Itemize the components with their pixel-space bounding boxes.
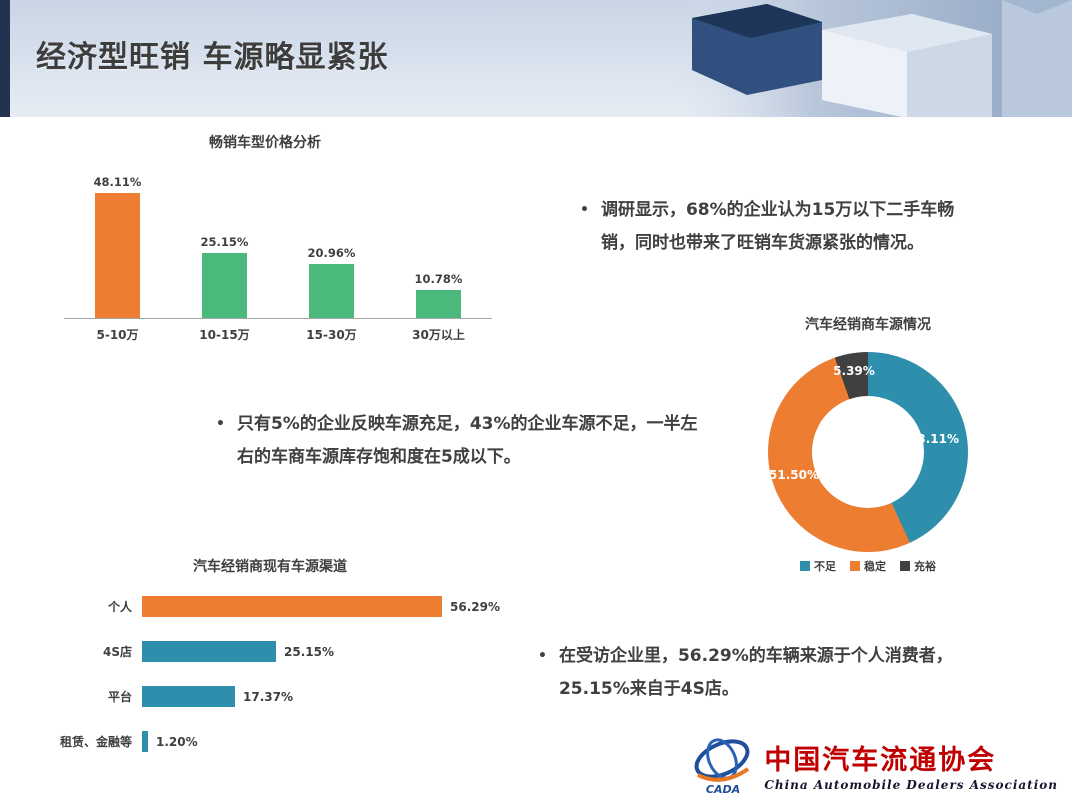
bar-value-label: 48.11%	[93, 175, 142, 189]
price-bar-group: 25.15%	[171, 166, 278, 318]
legend-item: 稳定	[850, 558, 886, 574]
price-bar-group: 10.78%	[385, 166, 492, 318]
page-title: 经济型旺销 车源略显紧张	[36, 40, 389, 75]
bar-value-label: 56.29%	[450, 599, 500, 614]
price-chart-title: 畅销车型价格分析	[209, 135, 321, 151]
cada-logo-icon: CADA	[694, 738, 750, 796]
bar	[142, 686, 235, 707]
bullet-channel-result: 在受访企业里，56.29%的车辆来源于个人消费者，25.15%来自于4S店。	[538, 640, 962, 706]
category-label: 个人	[107, 600, 132, 614]
donut-chart-title: 汽车经销商车源情况	[805, 317, 931, 333]
cada-logo: CADA 中国汽车流通协会 China Automobile Dealers A…	[688, 733, 1058, 797]
logo-name-en: China Automobile Dealers Association	[764, 778, 1058, 792]
bullet-inventory: 只有5%的企业反映车源充足，43%的企业车源不足，一半左右的车商车源库存饱和度在…	[216, 408, 702, 474]
slice-value-label: 51.50%	[769, 468, 819, 482]
dealer-source-donut: 43.11% 51.50% 5.39%	[768, 352, 968, 552]
bar	[95, 193, 140, 318]
bar	[309, 264, 354, 318]
bar-value-label: 25.15%	[200, 235, 249, 249]
category-label: 5-10万	[96, 328, 139, 342]
channel-chart: 个人 56.29% 4S店 25.15% 平台 17.37% 租赁、金融等 1.…	[8, 584, 556, 764]
legend-label: 稳定	[864, 560, 886, 573]
header-photo-boxes	[672, 0, 1072, 117]
bullet-text: 在受访企业里，56.29%的车辆来源于个人消费者，25.15%来自于4S店。	[558, 646, 953, 700]
channel-chart-title: 汽车经销商现有车源渠道	[193, 559, 347, 575]
legend-item: 不足	[800, 558, 836, 574]
channel-row: 租赁、金融等 1.20%	[8, 719, 556, 764]
bullet-text: 调研显示，68%的企业认为15万以下二手车畅销，同时也带来了旺销车货源紧张的情况…	[600, 200, 955, 254]
header-banner	[0, 0, 1072, 117]
bar	[142, 641, 276, 662]
donut-hole	[812, 396, 924, 508]
bullet-text: 只有5%的企业反映车源充足，43%的企业车源不足，一半左右的车商车源库存饱和度在…	[236, 414, 698, 468]
logo-text: 中国汽车流通协会 China Automobile Dealers Associ…	[764, 738, 1058, 792]
category-label: 租赁、金融等	[59, 735, 132, 749]
donut-legend: 不足 稳定 充裕	[738, 558, 998, 574]
bar	[142, 731, 148, 752]
bar-value-label: 10.78%	[414, 272, 463, 286]
price-bar-group: 20.96%	[278, 166, 385, 318]
legend-label: 不足	[814, 560, 836, 573]
legend-label: 充裕	[914, 560, 936, 573]
category-label: 平台	[107, 690, 132, 704]
bar	[202, 253, 247, 318]
price-chart-categories: 5-10万 10-15万 15-30万 30万以上	[64, 326, 492, 343]
left-accent-stripe	[0, 0, 10, 117]
legend-item: 充裕	[900, 558, 936, 574]
category-label: 15-30万	[306, 328, 357, 342]
cada-acronym: CADA	[706, 783, 740, 796]
category-label: 30万以上	[412, 328, 465, 342]
logo-name-cn: 中国汽车流通协会	[764, 745, 997, 776]
bullet-marker	[538, 640, 547, 706]
bar-value-label: 25.15%	[284, 644, 334, 659]
slice-value-label: 43.11%	[909, 432, 959, 446]
legend-swatch	[850, 561, 860, 571]
price-chart-plot: 48.11% 25.15% 20.96% 10.78%	[64, 166, 492, 319]
bar-value-label: 20.96%	[307, 246, 356, 260]
slice-value-label: 5.39%	[833, 364, 875, 378]
legend-swatch	[800, 561, 810, 571]
price-bar-group: 48.11%	[64, 166, 171, 318]
bar-value-label: 17.37%	[243, 689, 293, 704]
bar-value-label: 1.20%	[156, 734, 198, 749]
category-label: 10-15万	[199, 328, 250, 342]
category-label: 4S店	[103, 645, 132, 659]
bar	[416, 290, 461, 318]
channel-row: 4S店 25.15%	[8, 629, 556, 674]
legend-swatch	[900, 561, 910, 571]
bullet-survey-result: 调研显示，68%的企业认为15万以下二手车畅销，同时也带来了旺销车货源紧张的情况…	[580, 194, 972, 260]
bullet-marker	[216, 408, 225, 474]
bullet-marker	[580, 194, 589, 260]
bar	[142, 596, 442, 617]
channel-row: 个人 56.29%	[8, 584, 556, 629]
channel-row: 平台 17.37%	[8, 674, 556, 719]
